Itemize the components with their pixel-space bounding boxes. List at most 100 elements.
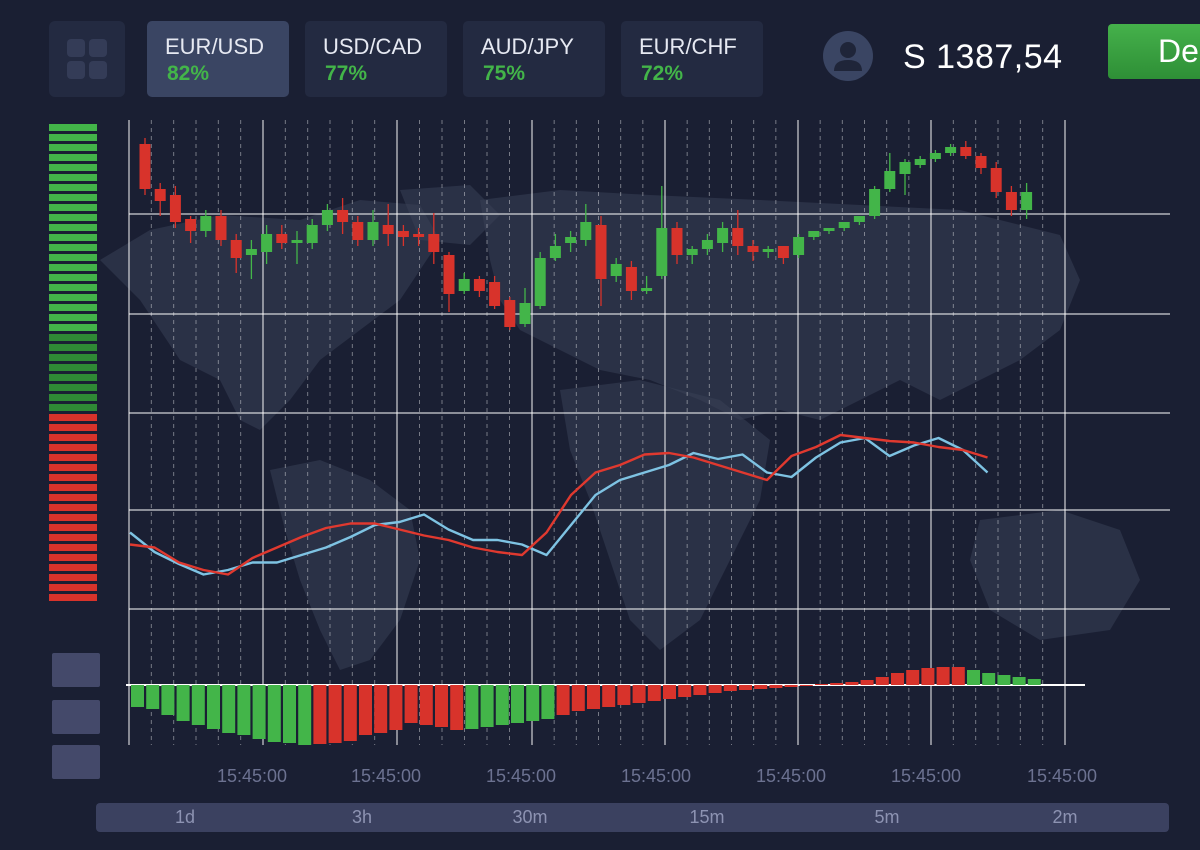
histogram-bar [176, 685, 190, 721]
histogram-bar [435, 685, 448, 727]
timeframe-3h[interactable]: 3h [351, 807, 373, 827]
candle-bearish [489, 282, 501, 306]
histogram-bar [739, 685, 752, 690]
histogram-bar [602, 685, 616, 707]
pair-tab-aud-jpy[interactable]: AUD/JPY 75% [463, 21, 605, 97]
tool-button[interactable] [52, 653, 100, 687]
grid-icon[interactable] [49, 21, 125, 97]
pair-payout: 75% [483, 62, 526, 85]
histogram-bar [343, 685, 357, 741]
sentiment-bar-up [49, 384, 97, 391]
histogram-bar [146, 685, 160, 709]
sentiment-bar-up [49, 214, 97, 221]
candle-bullish [838, 222, 850, 228]
candle-bullish [686, 249, 698, 255]
sentiment-bar-up [49, 304, 97, 311]
candle-bearish [671, 228, 683, 255]
histogram-bar [450, 685, 464, 730]
candle-bullish [808, 231, 820, 237]
candle-bearish [975, 156, 987, 168]
sentiment-bar-down [49, 564, 97, 571]
account-balance: S 1387,54 [903, 38, 1063, 76]
sentiment-bar-down [49, 444, 97, 451]
histogram-bar [891, 673, 904, 685]
histogram-bar [328, 685, 342, 743]
histogram-bar [754, 685, 768, 689]
deposit-button[interactable]: De [1108, 24, 1200, 79]
sentiment-bar-up [49, 154, 97, 161]
candle-bearish [169, 195, 181, 222]
sentiment-bar-up [49, 274, 97, 281]
histogram-bar [541, 685, 555, 719]
sentiment-bar-up [49, 184, 97, 191]
sentiment-bar-up [49, 404, 97, 411]
pair-payout: 72% [641, 62, 684, 85]
pair-tab-usd-cad[interactable]: USD/CAD 77% [305, 21, 447, 97]
histogram-bar [237, 685, 251, 735]
sentiment-bar-down [49, 484, 97, 491]
candle-bullish [367, 222, 379, 240]
world-map-shape [100, 200, 440, 430]
histogram-bar [480, 685, 494, 727]
candle-bearish [777, 246, 789, 258]
sentiment-bar-down [49, 454, 97, 461]
sentiment-bar-up [49, 344, 97, 351]
timeframe-2m[interactable]: 2m [1052, 807, 1078, 827]
timeframe-1d[interactable]: 1d [174, 807, 196, 827]
timeframe-5m[interactable]: 5m [874, 807, 900, 827]
sentiment-bar-up [49, 134, 97, 141]
candle-bullish [793, 237, 805, 255]
candle-bearish [595, 225, 607, 279]
histogram-bar [313, 685, 327, 744]
histogram-bar [298, 685, 312, 745]
tool-button[interactable] [52, 745, 100, 779]
world-map-shape [270, 460, 420, 670]
pair-name: EUR/CHF [639, 34, 737, 59]
candle-bullish [884, 171, 896, 189]
candle-bullish [717, 228, 729, 243]
histogram-bar [951, 667, 965, 685]
candle-bearish [397, 231, 409, 237]
histogram-bar [283, 685, 296, 743]
histogram-bar [191, 685, 205, 725]
sentiment-bar-up [49, 224, 97, 231]
indicator-line-blue [129, 436, 989, 576]
sentiment-bar-down [49, 514, 97, 521]
top-bar: EUR/USD 82% USD/CAD 77% AUD/JPY 75% EUR/… [0, 0, 1200, 110]
histogram-bar [647, 685, 661, 701]
histogram-bar [511, 685, 524, 723]
timeframe-15m[interactable]: 15m [689, 807, 725, 827]
candle-bullish [853, 216, 865, 222]
candle-bullish [762, 249, 774, 252]
candle-bearish [443, 255, 455, 294]
histogram-bar [769, 685, 783, 688]
histogram-bar [131, 685, 144, 707]
world-map-shape [400, 185, 500, 245]
pair-tab-eur-chf[interactable]: EUR/CHF 72% [621, 21, 763, 97]
histogram-bar [556, 685, 570, 715]
candle-bullish [945, 147, 957, 153]
candle-bullish [261, 234, 273, 252]
candle-bearish [990, 168, 1002, 192]
user-icon[interactable] [823, 31, 873, 81]
histogram-bar [784, 685, 798, 687]
tool-button[interactable] [52, 700, 100, 734]
sentiment-bar-up [49, 324, 97, 331]
candle-bullish [291, 240, 303, 243]
histogram-bar [845, 682, 859, 685]
histogram-bar [267, 685, 281, 742]
histogram-bar [799, 685, 813, 686]
pair-payout: 77% [325, 62, 368, 85]
candle-bullish [580, 222, 592, 240]
candle-bullish [1021, 192, 1033, 210]
pair-name: USD/CAD [323, 34, 423, 59]
time-axis-label: 15:45:00 [1027, 766, 1097, 786]
candle-bullish [245, 249, 257, 255]
sentiment-bar-up [49, 124, 97, 131]
pair-tab-eur-usd[interactable]: EUR/USD 82% [147, 21, 289, 97]
sentiment-bar-up [49, 284, 97, 291]
sentiment-bar-up [49, 174, 97, 181]
candle-bullish [869, 189, 881, 216]
timeframe-30m[interactable]: 30m [512, 807, 548, 827]
